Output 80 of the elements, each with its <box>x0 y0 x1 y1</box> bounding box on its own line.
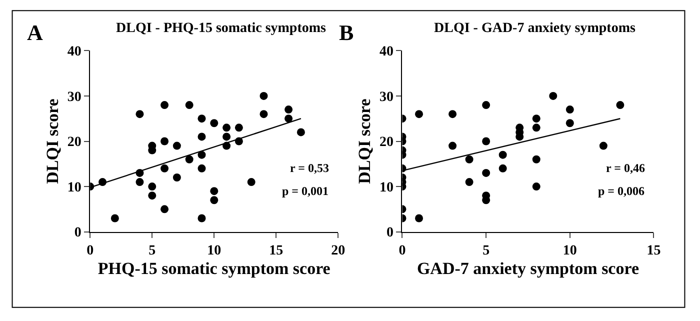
annotation: p = 0,001 <box>282 184 329 198</box>
point <box>498 164 507 172</box>
chart-title: DLQI - PHQ-15 somatic symptoms <box>116 21 327 36</box>
y-tick-label: 10 <box>67 180 82 196</box>
point <box>465 155 474 164</box>
point <box>198 114 206 123</box>
point <box>532 182 540 191</box>
point <box>566 119 574 128</box>
x-tick-label: 0 <box>398 244 406 259</box>
x-tick-label: 5 <box>482 244 490 259</box>
point <box>599 142 608 150</box>
annotation: r = 0,53 <box>290 161 329 175</box>
x-tick-label: 5 <box>148 244 156 259</box>
annotation: r = 0,46 <box>606 161 645 175</box>
point <box>185 155 194 164</box>
text: B <box>339 20 354 45</box>
point <box>247 178 256 186</box>
point <box>198 164 206 172</box>
y-tick-label: 0 <box>386 226 394 241</box>
x-tick-label: 10 <box>207 244 222 259</box>
point <box>136 110 144 118</box>
point <box>172 173 181 182</box>
point <box>549 92 558 100</box>
text: A <box>27 20 43 45</box>
point <box>198 132 206 141</box>
y-tick-label: 30 <box>67 90 82 105</box>
point <box>415 110 424 118</box>
y-tick-label: 30 <box>379 90 394 105</box>
point <box>448 142 457 150</box>
point <box>482 101 490 110</box>
y-tick-label: 10 <box>379 180 394 196</box>
point <box>465 178 474 186</box>
point <box>482 137 490 146</box>
point <box>172 142 181 150</box>
y-tick-label: 40 <box>67 44 82 60</box>
point <box>532 114 540 123</box>
y-tick-label: 20 <box>67 135 82 150</box>
point <box>185 101 194 110</box>
point <box>448 110 457 118</box>
point <box>260 110 268 118</box>
y-tick-label: 20 <box>379 135 394 150</box>
point <box>482 168 490 177</box>
x-tick-label: 10 <box>562 244 577 259</box>
point <box>284 114 293 123</box>
point <box>136 178 144 186</box>
point <box>532 155 540 164</box>
point <box>566 106 574 114</box>
x-axis-title: PHQ-15 somatic symptom score <box>98 259 331 278</box>
point <box>222 124 231 132</box>
y-axis-title: DLQI score <box>354 98 374 184</box>
x-axis-title: GAD-7 anxiety symptom score <box>416 259 640 278</box>
point <box>148 192 156 200</box>
point <box>222 132 231 141</box>
y-tick-label: 0 <box>74 226 82 241</box>
point <box>160 137 169 146</box>
point <box>284 106 293 114</box>
x-tick-label: 15 <box>646 244 661 259</box>
point <box>210 187 218 196</box>
point <box>616 101 624 110</box>
point <box>198 214 206 222</box>
point <box>260 92 268 100</box>
x-tick-label: 20 <box>331 244 346 259</box>
point <box>415 214 424 222</box>
point <box>160 101 169 110</box>
point <box>148 182 156 191</box>
point <box>110 214 119 222</box>
point <box>498 150 507 159</box>
point <box>234 124 243 132</box>
x-tick-label: 0 <box>86 244 94 259</box>
point <box>160 205 169 214</box>
y-axis-title: DLQI score <box>42 98 62 184</box>
y-tick-label: 40 <box>379 44 394 60</box>
point <box>210 119 218 128</box>
annotation: p = 0,006 <box>598 184 645 198</box>
point <box>532 124 540 132</box>
x-tick-label: 15 <box>269 244 284 259</box>
chart-title: DLQI - GAD-7 anxiety symptoms <box>434 21 636 36</box>
point <box>296 128 305 136</box>
point <box>160 164 169 172</box>
point <box>210 196 218 204</box>
